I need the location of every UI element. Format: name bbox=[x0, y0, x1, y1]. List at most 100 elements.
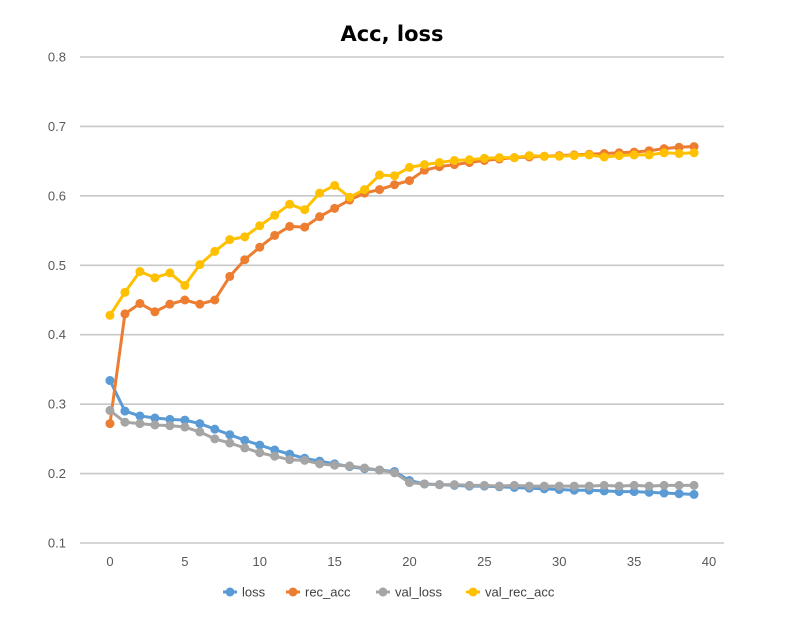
data-point bbox=[285, 199, 295, 209]
x-tick-label: 30 bbox=[552, 554, 566, 569]
data-point bbox=[464, 155, 474, 165]
data-point bbox=[390, 180, 400, 190]
series-line bbox=[108, 145, 695, 424]
data-point bbox=[255, 440, 265, 450]
data-point bbox=[554, 481, 564, 491]
gridlines bbox=[80, 56, 724, 544]
data-point bbox=[539, 481, 549, 491]
legend-item-rec_acc: rec_acc bbox=[286, 585, 351, 600]
data-point bbox=[270, 210, 280, 220]
x-tick-label: 0 bbox=[106, 554, 113, 569]
data-point bbox=[330, 203, 340, 213]
data-point bbox=[674, 142, 684, 152]
data-point bbox=[195, 419, 205, 429]
data-point bbox=[240, 255, 250, 265]
data-point bbox=[150, 413, 160, 423]
y-tick-label: 0.4 bbox=[48, 327, 66, 342]
data-point bbox=[270, 230, 280, 240]
data-point bbox=[135, 267, 145, 277]
series-val_rec_acc bbox=[105, 148, 699, 320]
data-point bbox=[375, 465, 385, 475]
data-point bbox=[644, 481, 654, 491]
x-tick-label: 20 bbox=[402, 554, 416, 569]
data-point bbox=[120, 406, 130, 416]
data-point bbox=[509, 480, 519, 490]
y-tick-label: 0.7 bbox=[48, 119, 66, 134]
legend-swatch-marker bbox=[288, 587, 298, 597]
y-tick-label: 0.3 bbox=[48, 397, 66, 412]
data-point bbox=[225, 438, 235, 448]
data-point bbox=[330, 180, 340, 190]
data-point bbox=[105, 310, 115, 320]
data-point bbox=[135, 419, 145, 429]
data-point bbox=[180, 422, 190, 432]
data-point bbox=[629, 150, 639, 160]
data-point bbox=[419, 160, 429, 170]
data-point bbox=[210, 246, 220, 256]
y-tick-label: 0.5 bbox=[48, 258, 66, 273]
data-point bbox=[300, 205, 310, 215]
chart-title: Acc, loss bbox=[340, 22, 443, 46]
data-point bbox=[270, 451, 280, 461]
data-point bbox=[569, 151, 579, 161]
series-rec_acc bbox=[105, 142, 699, 429]
data-point bbox=[255, 448, 265, 458]
y-tick-label: 0.8 bbox=[48, 50, 66, 65]
data-point bbox=[255, 242, 265, 252]
data-point bbox=[375, 185, 385, 195]
data-point bbox=[300, 222, 310, 232]
data-point bbox=[404, 162, 414, 172]
data-point bbox=[330, 460, 340, 470]
data-point bbox=[315, 212, 325, 222]
y-axis-ticks: 0.1 0.2 0.3 0.4 0.5 0.6 0.7 0.8 bbox=[48, 50, 66, 551]
series-line bbox=[109, 409, 695, 488]
y-tick-label: 0.1 bbox=[48, 536, 66, 551]
legend-swatch-marker bbox=[225, 587, 235, 597]
data-point bbox=[150, 273, 160, 283]
data-point bbox=[360, 463, 370, 473]
data-point bbox=[434, 480, 444, 490]
data-point bbox=[390, 171, 400, 181]
data-point bbox=[120, 287, 130, 297]
data-point bbox=[315, 188, 325, 198]
data-point bbox=[509, 153, 519, 163]
data-point bbox=[404, 176, 414, 186]
data-point bbox=[449, 480, 459, 490]
x-tick-label: 35 bbox=[627, 554, 641, 569]
data-point bbox=[180, 280, 190, 290]
data-point bbox=[599, 480, 609, 490]
data-point bbox=[210, 424, 220, 434]
data-point bbox=[240, 443, 250, 453]
data-point bbox=[225, 235, 235, 245]
data-point bbox=[659, 148, 669, 158]
data-point bbox=[165, 299, 175, 309]
data-point bbox=[135, 411, 145, 421]
data-point bbox=[689, 489, 699, 499]
data-point bbox=[255, 221, 265, 231]
data-point bbox=[300, 455, 310, 465]
data-point bbox=[449, 155, 459, 165]
data-point bbox=[494, 153, 504, 163]
data-point bbox=[150, 420, 160, 430]
data-point bbox=[689, 480, 699, 490]
data-point bbox=[569, 481, 579, 491]
data-point bbox=[345, 461, 355, 471]
data-point bbox=[464, 480, 474, 490]
data-point bbox=[180, 295, 190, 305]
data-point bbox=[689, 148, 699, 158]
data-point bbox=[315, 459, 325, 469]
data-point bbox=[210, 434, 220, 444]
x-tick-label: 25 bbox=[477, 554, 491, 569]
data-point bbox=[479, 480, 489, 490]
x-tick-label: 5 bbox=[181, 554, 188, 569]
data-point bbox=[195, 260, 205, 270]
legend-swatch-marker bbox=[378, 587, 388, 597]
legend-item-val_rec_acc: val_rec_acc bbox=[466, 585, 555, 600]
x-tick-label: 10 bbox=[252, 554, 266, 569]
legend-item-val_loss: val_loss bbox=[376, 585, 442, 600]
data-point bbox=[105, 405, 115, 415]
data-point bbox=[584, 481, 594, 491]
data-point bbox=[240, 435, 250, 445]
data-point bbox=[629, 487, 639, 497]
